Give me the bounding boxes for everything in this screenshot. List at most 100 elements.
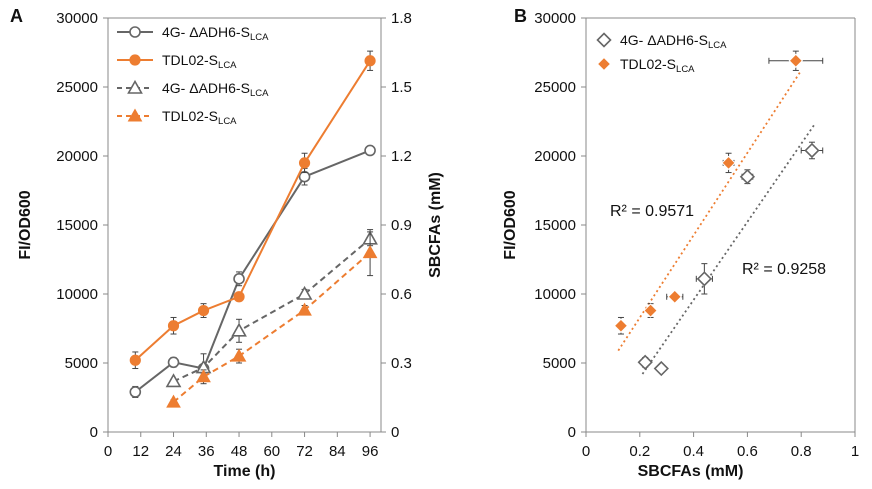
x-tick-label: 60 [263,443,280,460]
y2-tick-label: 1.8 [391,10,412,27]
x-tick-label: 24 [165,443,182,460]
y-tick-label: 25000 [56,79,98,96]
legend-label-main: 4G- ΔADH6-S [162,80,250,96]
y-tick-label: 15000 [534,217,576,234]
y-tick-label: 0 [568,424,576,441]
data-point [653,360,669,377]
data-point [167,320,180,332]
y2-tick-label: 1.5 [391,79,412,96]
y-tick-label: 20000 [534,148,576,165]
x-tick-label: 0.8 [791,443,812,460]
panel-label-b: B [514,6,527,26]
data-point [167,356,180,369]
data-point [667,289,682,304]
legend-label: 4G- ΔADH6-SLCA [162,24,269,43]
data-point [166,394,181,408]
x-tick-label: 72 [296,443,313,460]
x-tick-label: 1 [851,443,859,460]
legend-marker [127,108,143,122]
data-point [233,291,245,303]
x-axis-title: Time (h) [214,463,276,480]
x-tick-label: 84 [329,443,346,460]
legend-label: TDL02-SLCA [162,52,237,71]
x-tick-label: 12 [132,443,149,460]
x-tick-label: 0 [104,443,112,460]
data-point [804,142,820,159]
data-point [613,318,629,333]
legend-marker [596,56,612,72]
legend-label: 4G- ΔADH6-SLCA [620,32,727,51]
data-point [298,170,311,183]
data-point [231,322,247,337]
data-point [297,302,312,316]
y-tick-label: 5000 [543,355,576,372]
y-tick-label: 30000 [56,10,98,27]
data-point [296,285,313,300]
data-point [364,144,376,157]
data-point [196,369,211,383]
x-axis-title: SBCFAs (mM) [638,463,744,480]
legend-label: TDL02-SLCA [162,108,237,127]
r-squared-annotation: R² = 0.9258 [742,261,826,278]
legend-marker [129,26,141,38]
series-line-0 [134,149,371,393]
y-tick-label: 10000 [534,286,576,303]
data-point [165,373,182,388]
legend-label-subscript: LCA [218,60,237,71]
legend-marker [129,54,141,66]
x-tick-label: 36 [198,443,215,460]
y-tick-label: 10000 [56,286,98,303]
x-tick-label: 0.6 [737,443,758,460]
y-tick-label: 25000 [534,79,576,96]
data-point [788,53,804,68]
series-line-1 [134,60,371,361]
data-point [643,303,658,318]
data-point [129,386,142,398]
r-squared-annotation: R² = 0.9571 [610,203,694,220]
legend-label-subscript: LCA [218,116,237,127]
legend-label-main: 4G- ΔADH6-S [162,24,250,40]
y-tick-label: 20000 [56,148,98,165]
legend-label-main: TDL02-S [162,108,218,124]
legend-label-main: TDL02-S [620,56,676,72]
legend-label-subscript: LCA [708,40,727,51]
x-tick-label: 48 [231,443,248,460]
data-point [298,157,311,169]
data-point [739,169,756,185]
panel-label-a: A [10,6,23,26]
data-point [197,304,210,317]
legend-label-subscript: LCA [250,32,269,43]
legend-label-subscript: LCA [250,88,269,99]
y-tick-label: 30000 [534,10,576,27]
x-tick-label: 0.2 [629,443,650,460]
y-tick-label: 5000 [65,355,98,372]
x-tick-label: 96 [362,443,379,460]
legend-label: TDL02-SLCA [620,56,695,75]
data-point [233,273,245,285]
x-tick-label: 0 [582,443,590,460]
trendline-0 [641,123,816,375]
y2-axis-title: SBCFAs (mM) [427,172,444,278]
data-point [362,245,378,259]
legend-marker [127,79,143,94]
x-tick-label: 0.4 [683,443,704,460]
y2-tick-label: 0 [391,424,399,441]
y2-tick-label: 0.6 [391,286,412,303]
legend-label-main: 4G- ΔADH6-S [620,32,708,48]
legend-label: 4G- ΔADH6-SLCA [162,80,269,99]
y2-tick-label: 0.3 [391,355,412,372]
data-point [231,348,247,362]
y2-tick-label: 0.9 [391,217,412,234]
y2-tick-label: 1.2 [391,148,412,165]
data-point [364,55,376,67]
data-point [721,155,736,171]
legend-label-subscript: LCA [676,64,695,75]
data-point [129,354,141,366]
data-point [637,354,653,370]
legend-label-main: TDL02-S [162,52,218,68]
y-tick-label: 15000 [56,217,98,234]
data-point [696,271,712,287]
y-axis-title: FI/OD600 [17,190,34,259]
